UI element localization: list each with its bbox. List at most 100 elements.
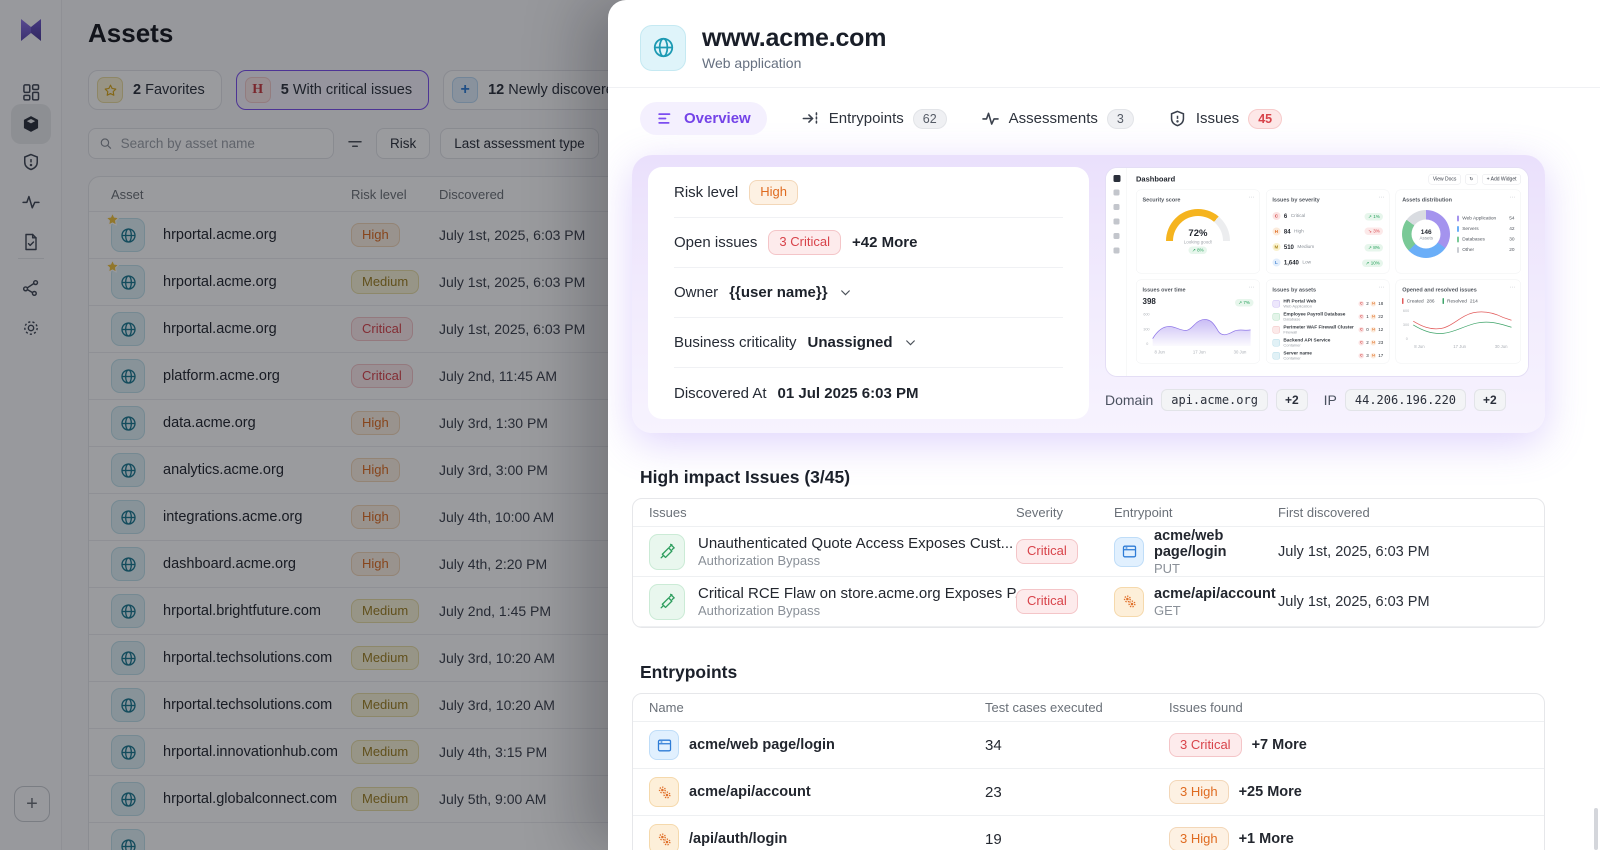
table-row[interactable]: hrportal.acme.org High July 1st, 2025, 6… — [89, 211, 647, 258]
table-row[interactable]: hrportal.techsolutions.com Medium July 3… — [89, 634, 647, 681]
app-sidebar: + — [0, 0, 62, 850]
panel-scrollbar[interactable] — [1594, 808, 1598, 850]
risk-badge: Medium — [351, 645, 420, 671]
high-impact-issues-title: High impact Issues (3/45) — [640, 467, 851, 487]
asset-cell: hrportal.globalconnect.com — [111, 782, 351, 816]
asset-name: hrportal.globalconnect.com — [163, 791, 338, 807]
issue-row[interactable]: Critical RCE Flaw on store.acme.org Expo… — [633, 577, 1544, 627]
globe-icon — [111, 735, 145, 769]
globe-icon — [111, 547, 145, 581]
table-row[interactable]: hrportal.globalconnect.com Medium July 5… — [89, 775, 647, 822]
severity-badge: Critical — [1016, 539, 1078, 564]
injection-syringe-icon — [649, 583, 685, 620]
sidebar-item-assessments[interactable] — [11, 182, 51, 222]
http-method: GET — [1154, 602, 1181, 618]
more-issues-link[interactable]: +42 More — [851, 234, 918, 251]
sidebar-item-assets[interactable] — [11, 104, 51, 144]
table-row[interactable]: hrportal.brightfuture.com Medium July 2n… — [89, 587, 647, 634]
sort-filter-icon[interactable] — [346, 135, 364, 153]
asset-cell: hrportal.acme.org — [105, 212, 351, 252]
asset-name: hrportal.techsolutions.com — [163, 697, 333, 713]
table-row[interactable]: hrportal.acme.org Critical July 1st, 202… — [89, 305, 647, 352]
domain-chip[interactable]: api.acme.org — [1161, 389, 1268, 411]
last-assessment-filter-button[interactable]: Last assessment type — [440, 128, 599, 159]
table-row[interactable]: dashboard.acme.org High July 4th, 2:20 P… — [89, 540, 647, 587]
discovered-value: 01 Jul 2025 6:03 PM — [777, 384, 919, 402]
score-gauge — [1165, 209, 1230, 241]
ip-more-chip[interactable]: +2 — [1474, 389, 1506, 411]
sidebar-item-issues[interactable] — [11, 142, 51, 182]
ip-chip[interactable]: 44.206.196.220 — [1344, 389, 1467, 411]
preview-title: Dashboard — [1136, 175, 1176, 184]
domain-more-chip[interactable]: +2 — [1275, 389, 1308, 411]
more-issues-link[interactable]: +1 More — [1238, 831, 1294, 847]
issue-title: Critical RCE Flaw on store.acme.org Expo… — [698, 585, 1016, 602]
discovered-date: July 4th, 2:20 PM — [439, 556, 548, 572]
star-icon — [97, 77, 123, 103]
search-icon — [100, 138, 112, 149]
table-row[interactable]: analytics.acme.org High July 3rd, 3:00 P… — [89, 446, 647, 493]
search-box[interactable] — [88, 128, 334, 159]
dashboard-preview-thumbnail[interactable]: Dashboard View Docs ↻ + Add Widget — [1105, 167, 1529, 377]
sidebar-item-reports[interactable] — [11, 222, 51, 262]
entrypoint-name: acme/web page/login — [1154, 527, 1227, 560]
domain-ip-row: Domain api.acme.org +2 IP 44.206.196.220… — [1105, 389, 1529, 411]
discovered-date: July 5th, 9:00 AM — [439, 791, 547, 807]
more-issues-link[interactable]: +25 More — [1238, 784, 1302, 800]
chevron-down-icon[interactable] — [839, 286, 852, 299]
table-row[interactable]: hrportal.acme.org Medium July 1st, 2025,… — [89, 258, 647, 305]
injection-syringe-icon — [649, 533, 685, 570]
tab-overview[interactable]: Overview — [640, 102, 767, 135]
col-risk-level: Risk level — [351, 186, 407, 202]
globe-icon — [111, 641, 145, 675]
sidebar-item-integrations[interactable] — [11, 268, 51, 308]
severity-row: C 6 Critical ↗ 1% — [1272, 208, 1384, 224]
tab-entrypoints[interactable]: Entrypoints 62 — [801, 108, 947, 129]
area-chart: 600 300 0 — [1143, 313, 1251, 346]
filter-chip-favorites[interactable]: 2 Favorites — [88, 70, 222, 110]
dashboard-grid-icon — [23, 84, 40, 101]
entrypoint-row[interactable]: acme/api/account 23 3 High +25 More — [633, 769, 1544, 816]
open-issues-row: Open issues 3 Critical +42 More — [674, 218, 1063, 268]
sidebar-add-button[interactable]: + — [14, 786, 50, 822]
table-row[interactable]: hrportal.techsolutions.com Medium July 3… — [89, 681, 647, 728]
globe-icon — [111, 406, 145, 440]
asset-cell: hrportal.acme.org — [111, 312, 351, 346]
asset-cell: data.acme.org — [111, 406, 351, 440]
risk-badge: High — [351, 410, 400, 436]
tab-issues[interactable]: Issues 45 — [1168, 108, 1283, 129]
asset-name: hrportal.acme.org — [163, 321, 277, 337]
table-row-partial[interactable] — [89, 822, 647, 850]
entrypoint-row[interactable]: acme/web page/login 34 3 Critical +7 Mor… — [633, 722, 1544, 769]
table-row[interactable]: data.acme.org High July 3rd, 1:30 PM — [89, 399, 647, 446]
legend-item: Other 20 — [1457, 245, 1515, 256]
globe-icon — [111, 500, 145, 534]
filter-chip-critical[interactable]: H 5 With critical issues — [235, 70, 430, 110]
filter-chip-new[interactable]: + 12 Newly discovered — [443, 70, 639, 110]
sidebar-item-dashboard[interactable] — [11, 72, 51, 112]
risk-filter-button[interactable]: Risk — [376, 128, 431, 159]
tab-assessments[interactable]: Assessments 3 — [981, 108, 1134, 129]
search-input[interactable] — [120, 136, 323, 151]
issue-row[interactable]: Unauthenticated Quote Access Exposes Cus… — [633, 527, 1544, 577]
col-asset: Asset — [111, 186, 144, 202]
issues-count-badge: 45 — [1248, 108, 1283, 129]
assessments-pulse-icon — [981, 109, 1000, 128]
issues-over-time-card: Issues over time ⋯ 398 ↗ 7% — [1136, 279, 1260, 364]
panel-header: www.acme.com Web application — [608, 0, 1600, 87]
entrypoint-row[interactable]: /api/auth/login 19 3 High +1 More — [633, 816, 1544, 850]
more-issues-link[interactable]: +7 More — [1251, 737, 1307, 753]
domain-label: Domain — [1105, 392, 1154, 408]
asset-name: hrportal.acme.org — [163, 227, 277, 243]
table-row[interactable]: integrations.acme.org High July 4th, 10:… — [89, 493, 647, 540]
svg-text:300: 300 — [1403, 323, 1409, 327]
table-row[interactable]: platform.acme.org Critical July 2nd, 11:… — [89, 352, 647, 399]
sidebar-item-settings[interactable] — [11, 308, 51, 348]
chevron-down-icon[interactable] — [904, 336, 917, 349]
risk-badge: Medium — [351, 598, 420, 624]
risk-badge: Medium — [351, 739, 420, 765]
gear-icon — [24, 321, 38, 335]
asset-cell: platform.acme.org — [111, 359, 351, 393]
table-row[interactable]: hrportal.innovationhub.com Medium July 4… — [89, 728, 647, 775]
discovered-date: July 1st, 2025, 6:03 PM — [439, 274, 586, 290]
